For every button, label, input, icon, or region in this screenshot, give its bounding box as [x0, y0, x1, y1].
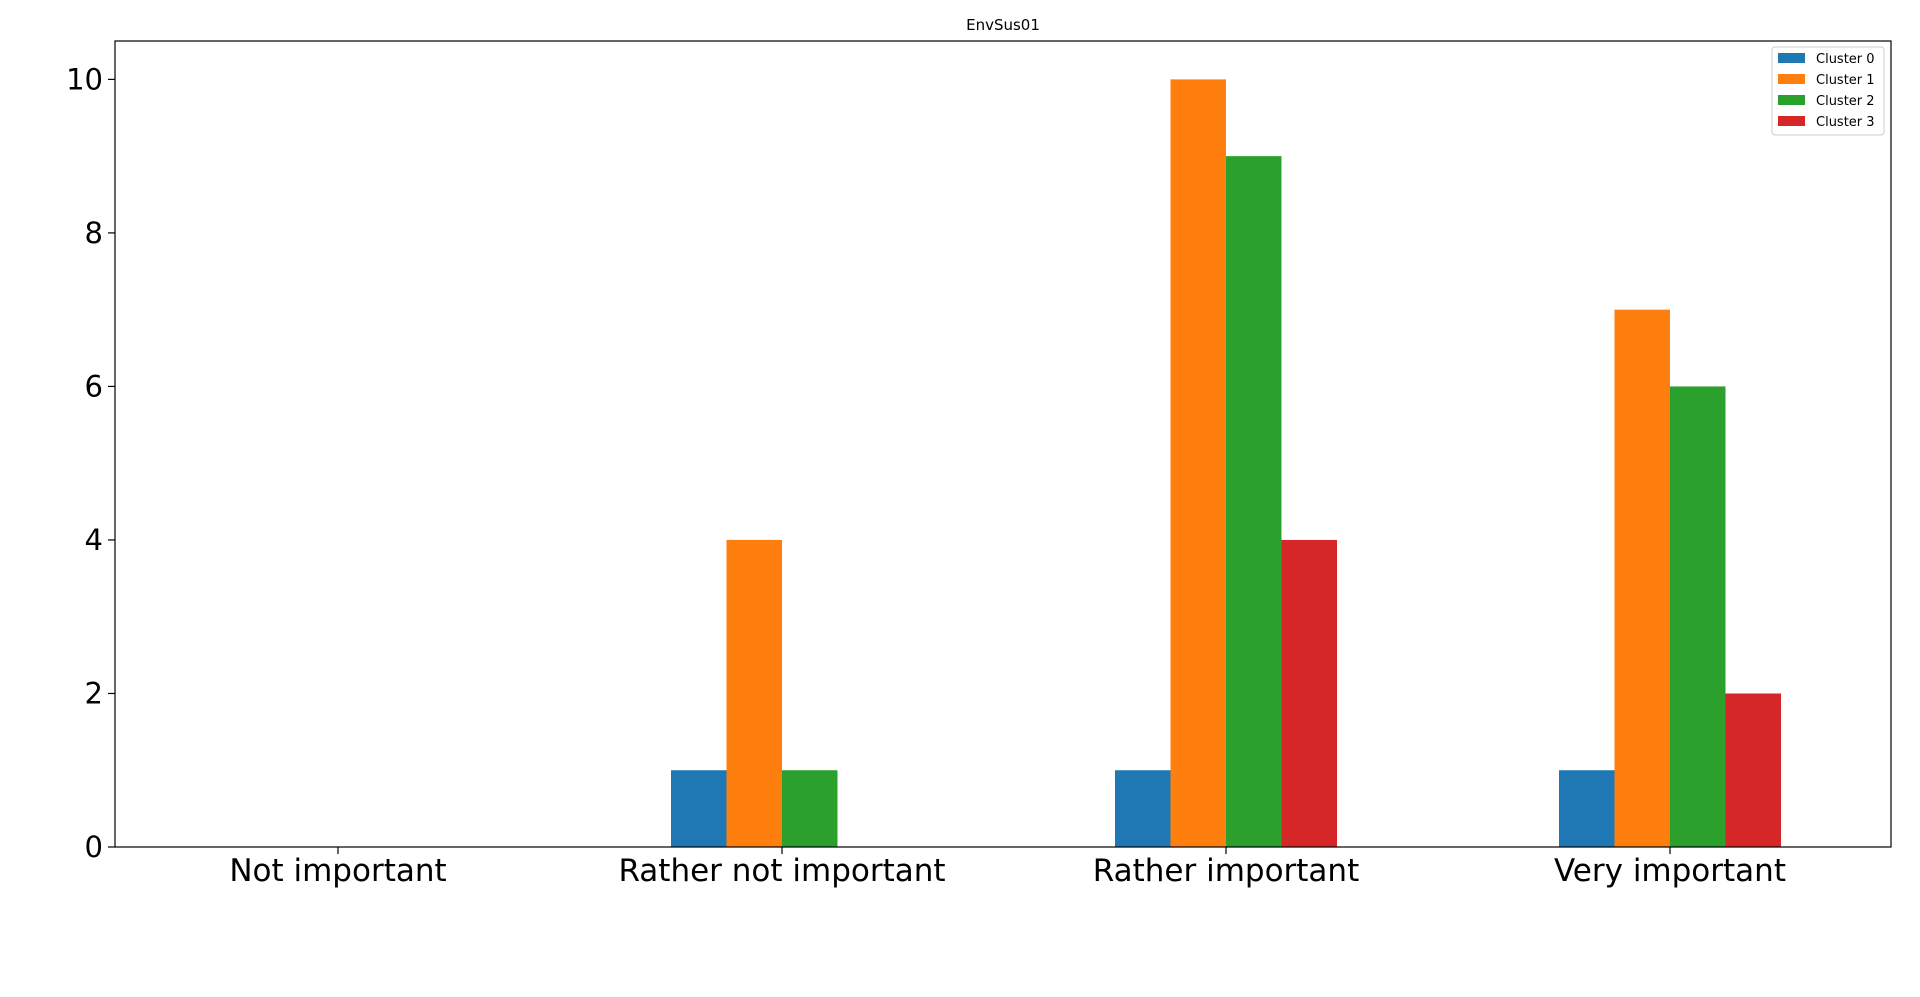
- bar-cluster-0-3: [1559, 770, 1615, 847]
- bar-cluster-1-1: [726, 539, 782, 847]
- bar-cluster-3-2: [1281, 539, 1337, 847]
- legend-label: Cluster 1: [1816, 73, 1875, 88]
- bar-cluster-2-1: [782, 770, 838, 847]
- legend-swatch: [1778, 74, 1805, 84]
- bars-layer: [671, 79, 1781, 847]
- y-axis: 0 2 4 6 8 10: [66, 62, 115, 864]
- y-tick-label: 8: [85, 216, 103, 250]
- bar-cluster-1-2: [1170, 79, 1226, 847]
- legend-label: Cluster 3: [1816, 115, 1875, 130]
- legend-label: Cluster 0: [1816, 52, 1875, 67]
- x-tick-label: Rather not important: [618, 853, 945, 889]
- bar-cluster-0-1: [671, 770, 727, 847]
- legend-box: [1771, 46, 1885, 136]
- y-tick-label: 4: [85, 523, 103, 557]
- plot-frame: [114, 40, 1892, 848]
- bar-cluster-2-2: [1226, 156, 1282, 847]
- bar-cluster-2-3: [1670, 386, 1726, 847]
- chart-title: EnvSus01: [966, 16, 1040, 34]
- legend: Cluster 0 Cluster 1 Cluster 2 Cluster 3: [1771, 46, 1885, 136]
- legend-swatch: [1778, 53, 1805, 63]
- legend-label: Cluster 2: [1816, 94, 1875, 109]
- x-tick-label: Very important: [1554, 853, 1786, 889]
- legend-swatch: [1778, 116, 1805, 126]
- y-tick-label: 6: [85, 369, 103, 403]
- y-tick-label: 0: [85, 830, 103, 864]
- bar-cluster-0-2: [1115, 770, 1171, 847]
- y-tick-label: 2: [85, 676, 103, 710]
- x-axis: Not important Rather not important Rather …: [229, 847, 1786, 889]
- bar-cluster-1-3: [1614, 309, 1670, 847]
- x-tick-label: Not important: [229, 853, 446, 889]
- x-tick-label: Rather important: [1093, 853, 1359, 889]
- bar-cluster-3-3: [1725, 693, 1781, 847]
- legend-swatch: [1778, 95, 1805, 105]
- y-tick-label: 10: [66, 62, 103, 96]
